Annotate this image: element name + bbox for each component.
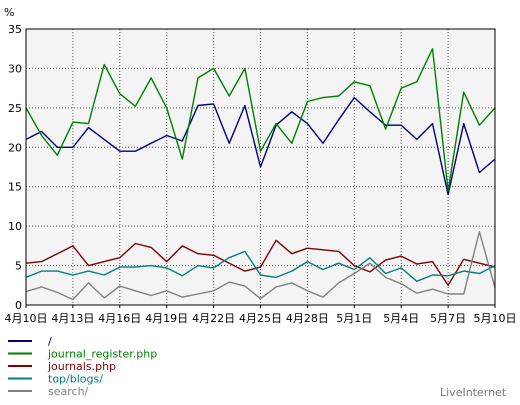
y-tick-label: 25 — [8, 102, 22, 115]
y-axis: 0 5 10 15 20 25 30 35 — [8, 23, 22, 312]
series-line-3 — [25, 250, 496, 282]
x-tick-label: 5月10日 — [474, 312, 517, 325]
x-tick-label: 4月22日 — [192, 312, 235, 325]
series-lines — [25, 48, 496, 301]
y-tick-label: 35 — [8, 23, 22, 36]
x-tick-label: 4月25日 — [239, 312, 282, 325]
x-tick-label: 5月1日 — [336, 312, 372, 325]
series-line-2 — [25, 239, 496, 286]
legend-label: top/blogs/ — [48, 373, 103, 386]
x-tick-label: 4月16日 — [98, 312, 141, 325]
x-tick-label: 4月10日 — [5, 312, 48, 325]
x-tick-label: 4月19日 — [145, 312, 188, 325]
legend-label: journal_register.php — [47, 348, 157, 361]
series-line-4 — [25, 230, 496, 301]
brand-label: LiveInternet — [440, 386, 507, 399]
y-tick-label: 10 — [8, 220, 22, 233]
series-line-1 — [25, 48, 496, 192]
legend: /journal_register.phpjournals.phptop/blo… — [8, 335, 157, 398]
legend-label: journals.php — [47, 360, 116, 373]
grid-lines — [26, 29, 495, 305]
y-tick-label: 15 — [8, 181, 22, 194]
legend-label: search/ — [48, 385, 89, 398]
x-tick-label: 5月4日 — [383, 312, 419, 325]
y-tick-label: 30 — [8, 62, 22, 75]
x-tick-label: 5月7日 — [430, 312, 466, 325]
series-line-0 — [25, 96, 496, 196]
x-tick-label: 4月28日 — [286, 312, 329, 325]
y-axis-label: % — [4, 6, 14, 19]
y-tick-label: 0 — [15, 299, 22, 312]
y-tick-label: 20 — [8, 141, 22, 154]
x-axis: 4月10日 4月13日 4月16日 4月19日 4月22日 4月25日 4月28日 5月1日 5… — [5, 305, 517, 325]
x-tick-label: 4月13日 — [51, 312, 94, 325]
y-tick-label: 5 — [15, 260, 22, 273]
legend-label: / — [48, 335, 52, 348]
